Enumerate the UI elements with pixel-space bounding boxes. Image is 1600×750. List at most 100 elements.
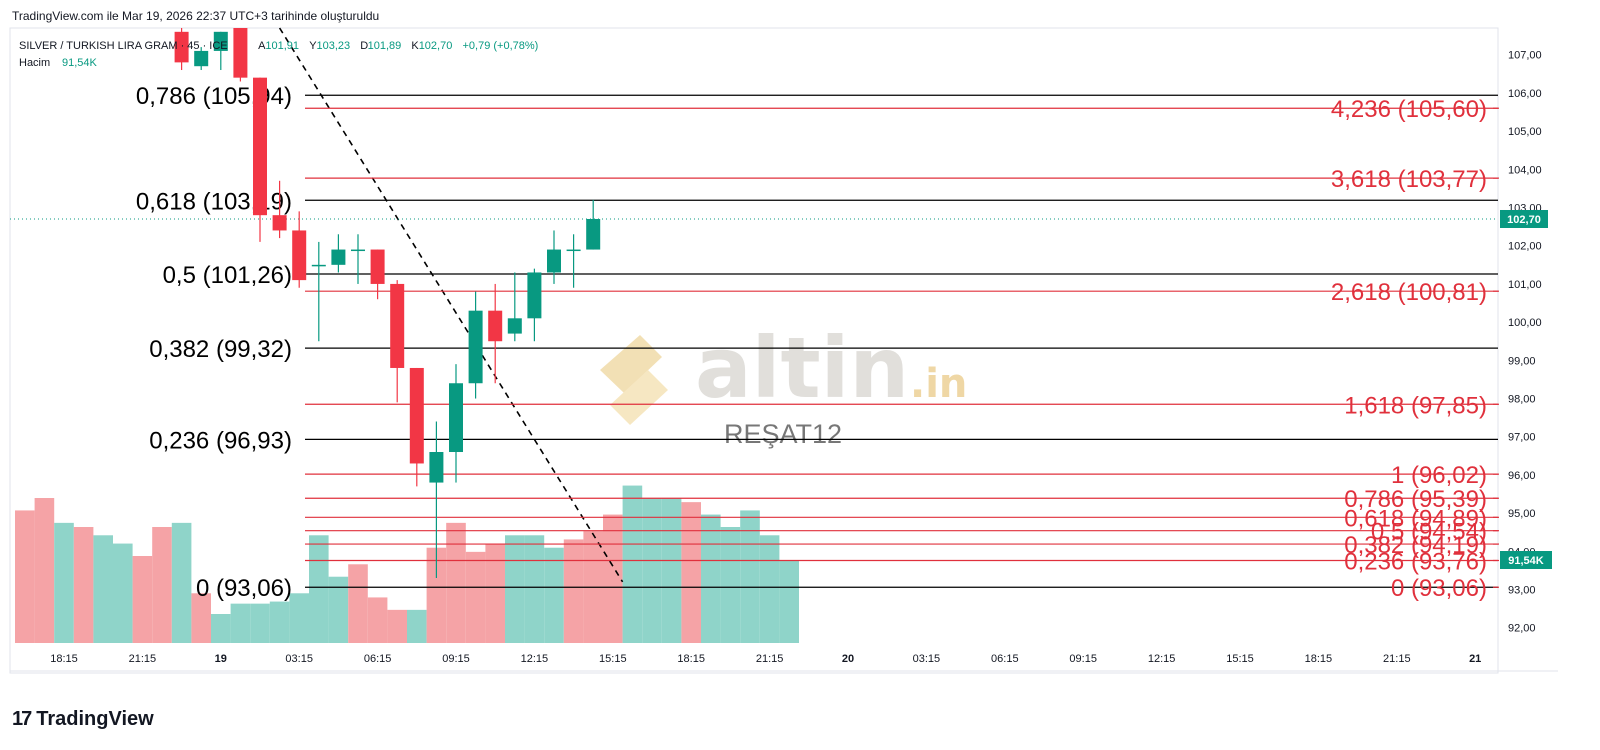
fib-extension-label: 2,618 (100,81) — [1331, 279, 1487, 306]
candle-body — [292, 230, 306, 280]
candle-body — [194, 51, 208, 66]
time-axis-label: 19 — [215, 653, 227, 665]
fib-retracement-label: 0,786 (105,94) — [136, 83, 292, 110]
volume-badge-label: 91,54K — [1508, 555, 1544, 567]
volume-bar — [485, 544, 505, 643]
time-axis-label: 03:15 — [285, 653, 313, 665]
candle-body — [331, 250, 345, 265]
time-axis-label: 15:15 — [599, 653, 627, 665]
legend-o-value: 101,91 — [265, 40, 299, 52]
volume-bar — [133, 556, 153, 643]
price-axis-tick-label: 95,00 — [1508, 508, 1536, 520]
price-axis-tick-label: 107,00 — [1508, 50, 1542, 62]
legend-c-value: 102,70 — [419, 40, 453, 52]
tradingview-logo-text: TradingView — [36, 708, 153, 731]
volume-bar — [446, 523, 466, 643]
volume-bar — [564, 539, 584, 643]
price-axis-tick-label: 100,00 — [1508, 317, 1542, 329]
volume-bar — [231, 604, 251, 643]
volume-bar — [15, 510, 35, 643]
candle-body — [312, 265, 326, 267]
time-axis-label: 15:15 — [1226, 653, 1254, 665]
candle-body — [567, 250, 581, 252]
legend-volume-label: Hacim — [19, 57, 50, 69]
fib-retracement-label: 0 (93,06) — [196, 575, 292, 602]
fib-retracement-label: 0,618 (103,19) — [136, 188, 292, 215]
legend-change: +0,79 (+0,78%) — [463, 40, 539, 52]
volume-bar — [35, 498, 55, 643]
price-axis-tick-label: 101,00 — [1508, 279, 1542, 291]
candle-body — [547, 250, 561, 273]
time-axis-label: 06:15 — [364, 653, 392, 665]
legend-l-value: 101,89 — [368, 40, 402, 52]
volume-bar — [505, 535, 525, 643]
volume-bar — [681, 502, 701, 643]
volume-bar — [701, 515, 721, 643]
volume-bar — [289, 593, 309, 643]
volume-bar — [466, 552, 486, 643]
candle-body — [253, 78, 267, 216]
watermark-author: REŞAT12 — [724, 419, 842, 449]
time-axis-label: 18:15 — [677, 653, 705, 665]
volume-bar — [93, 535, 113, 643]
volume-bar — [348, 564, 368, 643]
price-axis-tick-label: 93,00 — [1508, 585, 1536, 597]
volume-bar — [211, 614, 231, 643]
candle-body — [233, 28, 247, 78]
price-axis-tick-label: 98,00 — [1508, 394, 1536, 406]
current-price-badge-label: 102,70 — [1507, 214, 1541, 226]
volume-bar — [113, 544, 133, 643]
legend-h-value: 103,23 — [317, 40, 351, 52]
price-axis-tick-label: 97,00 — [1508, 432, 1536, 444]
fib-extension-label: 3,618 (103,77) — [1331, 166, 1487, 193]
candle-body — [351, 250, 365, 252]
price-axis-tick-label: 104,00 — [1508, 164, 1542, 176]
time-axis-label: 18:15 — [50, 653, 78, 665]
altin-watermark: altin .in — [600, 319, 967, 425]
time-axis-label: 06:15 — [991, 653, 1019, 665]
legend-volume-value: 91,54K — [62, 57, 98, 69]
fib-extension-label: 1 (96,02) — [1391, 462, 1487, 489]
time-axis-label: 18:15 — [1305, 653, 1333, 665]
tradingview-logo[interactable]: 17 TradingView — [12, 708, 154, 731]
time-axis-label: 12:15 — [521, 653, 549, 665]
fib-extension-label: 0 (93,06) — [1391, 575, 1487, 602]
fib-extension-label: 4,236 (105,60) — [1331, 96, 1487, 123]
candle-body — [429, 452, 443, 483]
volume-bar — [250, 604, 270, 643]
candle-body — [273, 215, 287, 230]
volume-bar — [54, 523, 74, 643]
volume-bar — [309, 535, 329, 643]
legend-symbol: SILVER / TURKISH LIRA GRAM · 45 · ICE — [19, 40, 228, 52]
time-axis-label: 12:15 — [1148, 653, 1176, 665]
chart-legend: SILVER / TURKISH LIRA GRAM · 45 · ICE A 10… — [19, 40, 538, 69]
watermark-brand-suffix: .in — [910, 361, 967, 407]
fib-extension-label: 1,618 (97,85) — [1344, 392, 1487, 419]
price-axis-tick-label: 99,00 — [1508, 355, 1536, 367]
volume-bar — [152, 527, 172, 643]
fib-retracement-label: 0,236 (96,93) — [149, 427, 292, 454]
candle-body — [390, 284, 404, 368]
time-axis-label: 21:15 — [129, 653, 157, 665]
time-axis-label: 03:15 — [913, 653, 941, 665]
candle-body — [410, 368, 424, 463]
tradingview-logo-icon: 17 — [12, 708, 30, 731]
volume-bar — [603, 515, 623, 643]
candle-body — [527, 272, 541, 318]
candle-body — [371, 250, 385, 284]
candle-body — [488, 311, 502, 342]
price-axis-tick-label: 106,00 — [1508, 88, 1542, 100]
volume-bar — [760, 535, 780, 643]
volume-bar — [642, 498, 662, 643]
volume-bar — [525, 535, 545, 643]
volume-bar — [172, 523, 192, 643]
volume-bar — [387, 610, 407, 643]
volume-bar — [623, 486, 643, 643]
watermark-brand: altin — [695, 319, 909, 417]
time-axis-label: 20 — [842, 653, 854, 665]
price-axis-tick-label: 92,00 — [1508, 623, 1536, 635]
fib-retracement-label: 0,382 (99,32) — [149, 336, 292, 363]
fib-extension-label: 0,236 (93,76) — [1344, 548, 1487, 575]
volume-bar — [368, 597, 388, 643]
